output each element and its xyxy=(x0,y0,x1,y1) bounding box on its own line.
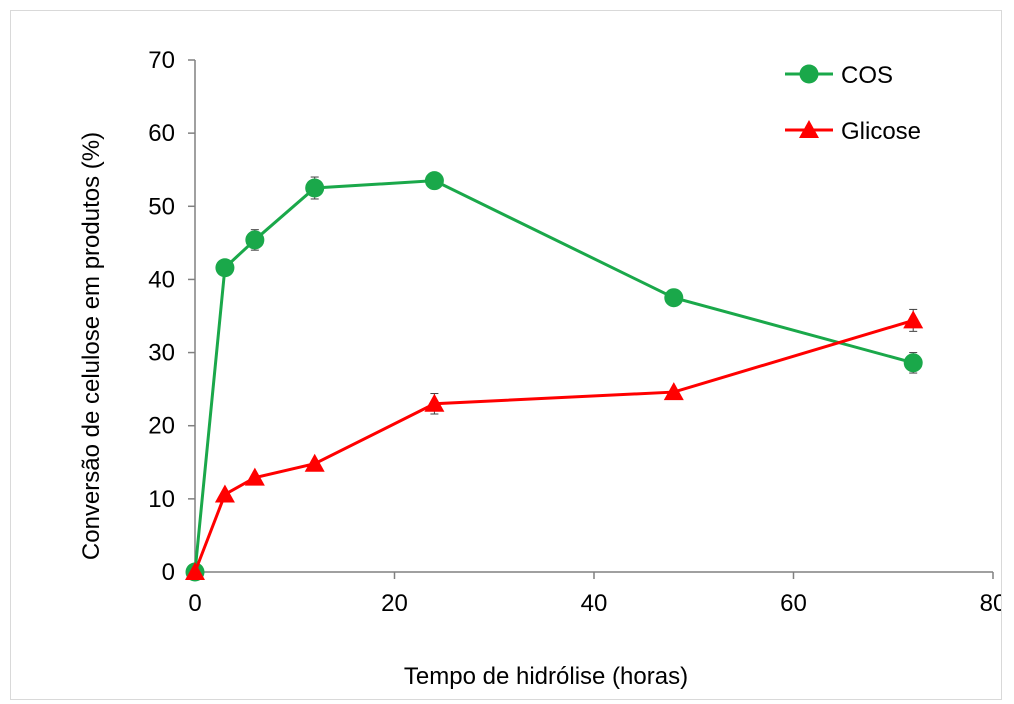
legend-label-glicose: Glicose xyxy=(841,118,921,145)
legend-marker-glicose xyxy=(799,120,819,138)
y-axis-title: Conversão de celulose em produtos (%) xyxy=(78,132,105,560)
data-point-glicose xyxy=(244,467,265,486)
data-point-cos xyxy=(664,288,684,308)
y-tick-label: 60 xyxy=(148,120,175,147)
data-point-cos xyxy=(245,230,265,250)
data-point-glicose xyxy=(185,562,205,580)
series-line-cos xyxy=(193,179,914,573)
y-tick-label: 40 xyxy=(148,266,175,293)
data-point-cos xyxy=(424,171,444,191)
y-tick-label: 70 xyxy=(148,47,175,74)
data-point-glicose xyxy=(304,453,325,472)
axes: 0 10 20 30 40 50 60 70 0 20 40 60 80 xyxy=(148,47,1001,617)
legend-marker-cos xyxy=(799,64,819,84)
x-tick-label: 40 xyxy=(581,590,608,617)
y-tick-label: 20 xyxy=(148,413,175,440)
data-point-cos xyxy=(215,258,235,278)
data-point-glicose xyxy=(903,310,924,329)
series-line-glicose xyxy=(193,318,914,573)
data-point-cos xyxy=(903,353,923,373)
line-chart: 0 10 20 30 40 50 60 70 0 20 40 60 80 COS Glicose Conv… xyxy=(78,47,1001,690)
x-tick-label: 0 xyxy=(188,590,201,617)
y-tick-label: 50 xyxy=(148,193,175,220)
series-layer xyxy=(185,171,924,582)
data-point-glicose xyxy=(663,382,684,401)
y-tick-label: 0 xyxy=(162,559,175,586)
y-tick-label: 30 xyxy=(148,340,175,367)
legend-label-cos: COS xyxy=(841,62,893,89)
chart-frame: 0 10 20 30 40 50 60 70 0 20 40 60 80 COS Glicose Conv… xyxy=(10,10,1002,700)
series-glicose xyxy=(185,308,924,580)
x-tick-label: 60 xyxy=(780,590,807,617)
data-point-glicose xyxy=(424,393,445,412)
legend: COS Glicose xyxy=(785,62,921,145)
y-tick-label: 10 xyxy=(148,486,175,513)
x-tick-label: 80 xyxy=(980,590,1001,617)
series-cos xyxy=(185,171,923,582)
x-tick-label: 20 xyxy=(381,590,408,617)
data-point-glicose xyxy=(214,484,235,503)
data-point-cos xyxy=(305,178,325,198)
x-axis-title: Tempo de hidrólise (horas) xyxy=(404,663,688,690)
